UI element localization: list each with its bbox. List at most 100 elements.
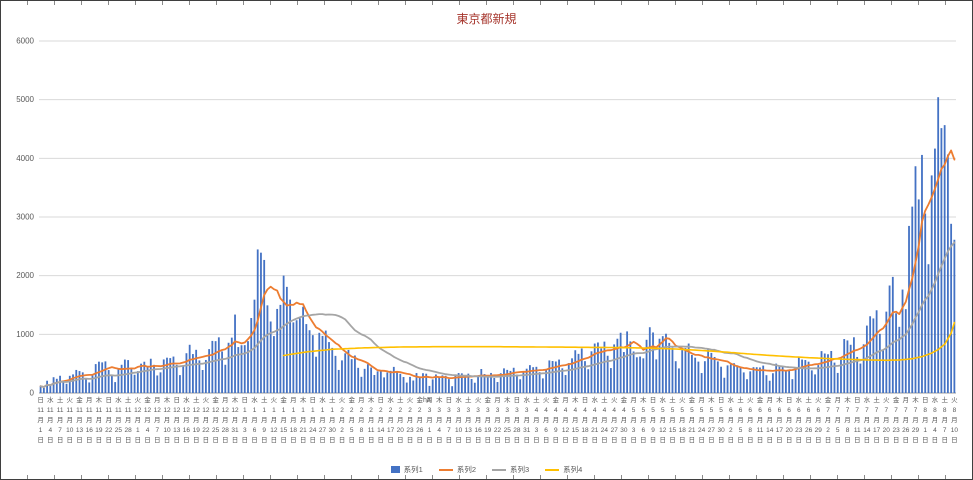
x-tick-label: 月	[630, 416, 637, 424]
x-tick-label: 日	[728, 436, 735, 444]
chart-title: 東京都新規	[456, 12, 517, 26]
x-tick-label: 月	[446, 416, 453, 424]
bar	[159, 372, 162, 393]
y-tick-label: 6000	[16, 37, 34, 46]
bar	[480, 369, 483, 393]
bar	[784, 370, 787, 393]
legend-item-series2[interactable]: 系列2	[438, 464, 476, 475]
x-tick-label: 8	[933, 407, 937, 414]
x-tick-label: 24	[601, 427, 609, 434]
x-tick-label: 月	[387, 416, 394, 424]
x-tick-label: 日	[280, 436, 287, 444]
x-tick-label: 水	[728, 395, 735, 404]
x-tick-label: 21	[688, 427, 696, 434]
x-tick-label: 日	[76, 436, 83, 444]
x-tick-label: 土	[125, 395, 132, 404]
bar	[444, 375, 447, 393]
bar	[830, 350, 833, 393]
x-tick-label: 日	[864, 436, 871, 444]
x-tick-label: 日	[932, 436, 939, 444]
x-tick-label: 7	[855, 407, 859, 414]
x-tick-label: 日	[358, 436, 365, 444]
legend-item-series1[interactable]: 系列1	[390, 464, 423, 475]
x-tick-label: 土	[873, 395, 880, 404]
x-tick-label: 2	[389, 407, 393, 414]
x-tick-label: 月	[718, 416, 725, 424]
x-tick-label: 月	[154, 396, 161, 404]
bars-series1[interactable]	[39, 97, 956, 393]
x-tick-label: 7	[846, 407, 850, 414]
x-tick-label: 月	[883, 416, 890, 424]
line-series4[interactable]	[282, 321, 956, 362]
legend-item-series3[interactable]: 系列3	[492, 464, 529, 475]
line-series3[interactable]	[39, 241, 956, 388]
x-tick-label: 月	[222, 396, 229, 404]
x-tick-label: 月	[543, 416, 550, 424]
x-tick-label: 月	[47, 416, 54, 424]
x-tick-label: 月	[941, 416, 948, 424]
bar	[399, 373, 402, 393]
x-tick-label: 土	[737, 395, 744, 404]
legend-label-series2: 系列2	[456, 465, 476, 474]
bar	[269, 321, 272, 393]
bar	[827, 354, 829, 393]
x-tick-label: 月	[271, 416, 278, 424]
x-tick-label: 8	[943, 407, 947, 414]
bar	[548, 360, 551, 393]
bar	[804, 360, 807, 393]
x-tick-label: 日	[834, 436, 841, 444]
x-tick-label: 22	[105, 427, 113, 434]
bar	[577, 353, 580, 393]
x-tick-label: 日	[387, 436, 394, 444]
bar	[204, 359, 207, 393]
x-tick-label: 3	[466, 407, 470, 414]
x-tick-label: 金	[485, 395, 492, 404]
x-tick-label: 月	[893, 416, 900, 424]
x-tick-label: 月	[776, 416, 783, 424]
x-tick-label: 金	[757, 395, 764, 404]
x-tick-label: 月	[416, 416, 423, 424]
x-tick-label: 月	[57, 416, 64, 424]
x-tick-label: 日	[144, 436, 151, 444]
x-tick-label: 1	[262, 407, 266, 414]
bar	[762, 365, 765, 393]
line-series2[interactable]	[39, 149, 956, 388]
x-tick-label: 3	[437, 407, 441, 414]
bar	[334, 355, 337, 393]
x-tick-label: 日	[591, 436, 598, 444]
bar	[791, 379, 794, 393]
x-tick-label: 日	[523, 436, 530, 444]
bar	[613, 344, 616, 393]
x-tick-label: 日	[446, 396, 453, 404]
x-tick-label: 日	[407, 436, 414, 444]
bar	[493, 377, 496, 393]
x-tick-label: 日	[786, 396, 793, 404]
x-tick-label: 日	[883, 436, 890, 444]
legend-label-series4: 系列4	[563, 465, 583, 474]
x-tick-label: 月	[232, 416, 239, 424]
bar	[208, 349, 211, 393]
bar	[810, 370, 813, 393]
x-tick-label: 木	[504, 395, 511, 404]
bar	[567, 363, 570, 393]
x-tick-label: 日	[319, 436, 326, 444]
x-tick-label: 9	[554, 427, 558, 434]
legend-item-series4[interactable]: 系列4	[545, 464, 582, 475]
x-tick-label: 月	[815, 416, 822, 424]
bar	[600, 348, 603, 393]
bar	[292, 322, 295, 393]
series2-swatch	[438, 468, 453, 471]
x-tick-label: 金	[621, 395, 628, 404]
x-tick-label: 月	[903, 416, 910, 424]
x-tick-label: 11	[105, 407, 112, 414]
bar	[759, 367, 761, 393]
x-tick-label: 月	[825, 416, 832, 424]
x-tick-label: 7	[894, 407, 898, 414]
x-tick-label: 日	[310, 436, 317, 444]
x-tick-label: 11	[757, 427, 764, 434]
x-tick-label: 5	[671, 407, 675, 414]
x-tick-label: 19	[95, 427, 103, 434]
x-tick-label: 6	[807, 407, 811, 414]
x-tick-label: 金	[416, 395, 423, 404]
